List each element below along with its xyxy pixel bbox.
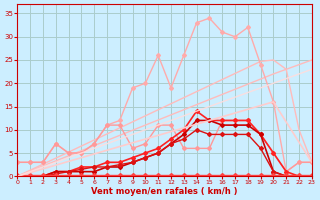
X-axis label: Vent moyen/en rafales ( km/h ): Vent moyen/en rafales ( km/h ) [91, 187, 238, 196]
